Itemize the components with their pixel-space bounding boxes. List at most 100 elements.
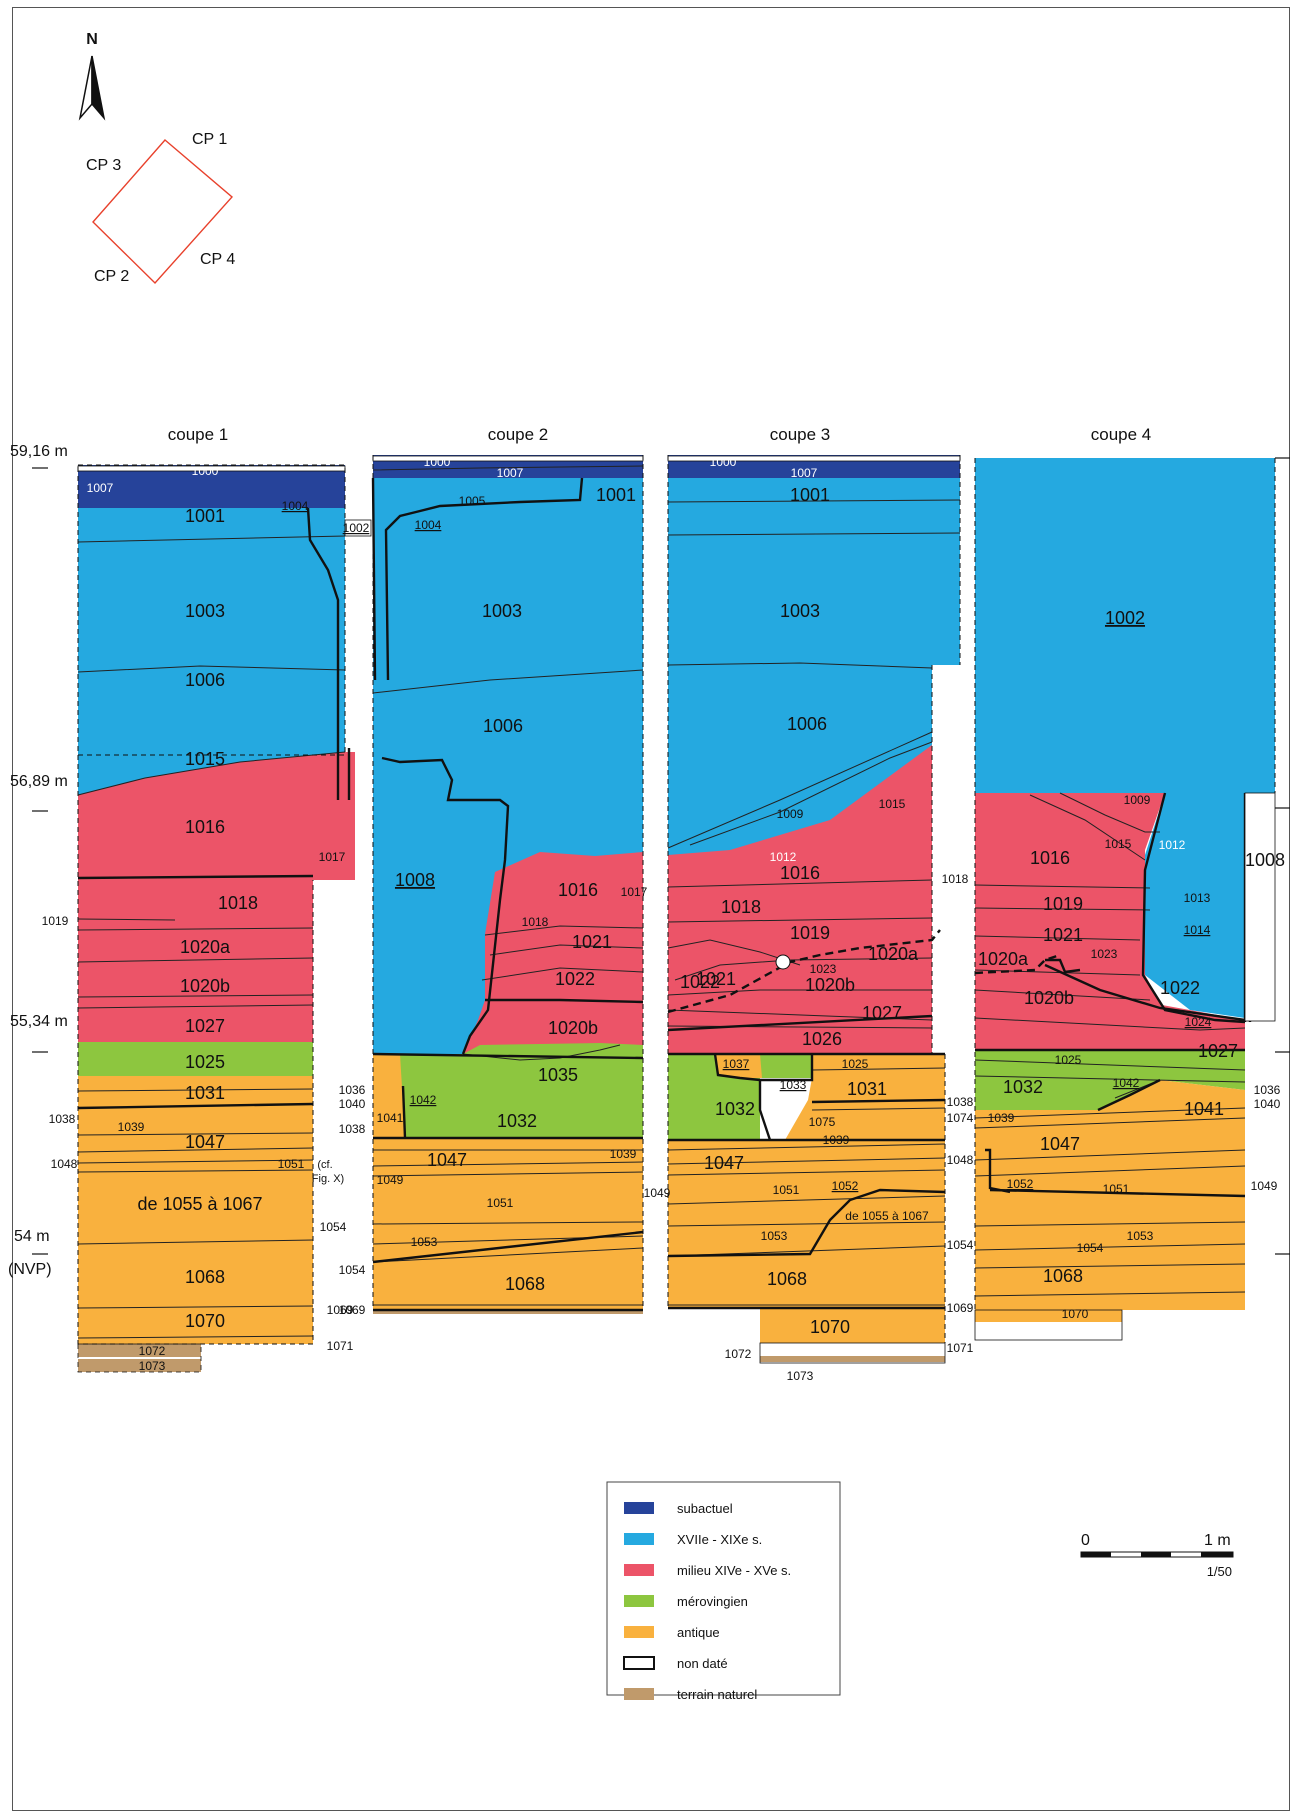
layer-label-c4-21: 1040	[1254, 1097, 1281, 1111]
layer-label-c2-22: 1039	[610, 1147, 637, 1161]
legend-swatch-4	[624, 1626, 654, 1638]
layer-label-c2-4: 1004	[415, 518, 442, 532]
layer-label-c1-27: 1069	[327, 1303, 354, 1317]
layer-label-c3-22: 1032	[715, 1099, 755, 1119]
layer-label-c3-35: 1068	[767, 1269, 807, 1289]
layer-labels: 1000 1007 1004 1002 1001 1003 1006 1015 1016 1017…	[42, 455, 1285, 1383]
coupe-4	[974, 458, 1276, 1341]
layer-label-c3-18: 1037	[723, 1057, 750, 1071]
layer-label-c4-29: 1054	[1077, 1241, 1104, 1255]
layer-label-c1-13: 1020b	[180, 976, 230, 996]
layer-label-c4-31: 1070	[1062, 1307, 1089, 1321]
layer-label-c1-2: 1004	[282, 499, 309, 513]
layer-label-c4-6: 1013	[1184, 891, 1211, 905]
layer-label-c3-39: 1072	[725, 1347, 752, 1361]
layer-label-c4-23: 1039	[988, 1111, 1015, 1125]
layer-label-c1-23: Fig. X)	[312, 1173, 344, 1185]
legend: subactuel XVIIe - XIXe s. milieu XIVe - XV…	[606, 1481, 841, 1702]
layer-label-c4-19: 1042	[1113, 1076, 1140, 1090]
layer-label-c1-31: 1073	[139, 1359, 166, 1373]
layer-label-c4-26: 1052	[1007, 1177, 1034, 1191]
layer-label-c4-17: 1025	[1055, 1053, 1082, 1067]
layer-label-c4-1: 1009	[1124, 793, 1151, 807]
layer-label-c1-3: 1002	[343, 521, 370, 535]
north-label: N	[86, 31, 98, 48]
legend-swatch-2	[624, 1564, 654, 1576]
layer-label-c3-5: 1009	[777, 807, 804, 821]
layer-label-c2-7: 1008	[395, 870, 435, 890]
layer-label-c2-18: 1041	[377, 1111, 404, 1125]
cp4-label: CP 4	[200, 251, 235, 268]
coupe-3	[667, 455, 961, 1364]
layer-label-c4-0: 1002	[1105, 608, 1145, 628]
legend-label-3: mérovingien	[677, 1594, 748, 1609]
layer-label-c4-28: 1053	[1127, 1229, 1154, 1243]
legend-swatch-5	[623, 1656, 655, 1670]
layer-label-c4-12: 1023	[1091, 947, 1118, 961]
legend-label-2: milieu XIVe - XVe s.	[677, 1563, 791, 1578]
layer-label-c2-0: 1000	[424, 455, 451, 469]
elevation-nvp: (NVP)	[8, 1261, 52, 1278]
layer-label-c4-22: 1041	[1184, 1099, 1224, 1119]
layer-label-c2-16: 1040	[339, 1097, 366, 1111]
layer-label-c3-14: 1022	[680, 972, 720, 992]
layer-label-c1-25: 1054	[320, 1220, 347, 1234]
legend-swatch-1	[624, 1533, 654, 1545]
legend-label-5: non daté	[677, 1656, 728, 1671]
layer-label-c3-40: 1073	[787, 1369, 814, 1383]
legend-swatch-3	[624, 1595, 654, 1607]
layer-label-c2-2: 1005	[459, 494, 486, 508]
layer-label-c1-15: 1025	[185, 1052, 225, 1072]
layer-label-c3-8: 1016	[780, 863, 820, 883]
layer-label-c2-28: 1069	[339, 1303, 366, 1317]
layer-label-c4-9: 1019	[1043, 894, 1083, 914]
layer-label-c2-10: 1018	[522, 915, 549, 929]
layer-label-c1-17: 1038	[49, 1112, 76, 1126]
layer-label-c4-8: 1018	[942, 872, 969, 886]
layer-label-c2-8: 1016	[558, 880, 598, 900]
layer-label-c4-2: 1015	[1105, 837, 1132, 851]
layer-label-c3-13: 1020a	[868, 944, 919, 964]
layer-label-c3-32: 1049	[644, 1186, 671, 1200]
layer-label-c2-9: 1017	[621, 885, 648, 899]
layer-label-c3-36: 1069	[947, 1301, 974, 1315]
legend-swatch-0	[624, 1502, 654, 1514]
layer-label-c2-14: 1035	[538, 1065, 578, 1085]
layer-label-c4-3: 1012	[1159, 838, 1186, 852]
layer-label-c4-7: 1014	[1184, 923, 1211, 937]
cp3-label: CP 3	[86, 157, 121, 174]
legend-label-6: terrain naturel	[677, 1687, 757, 1702]
legend-swatch-6	[624, 1688, 654, 1700]
scale-bar: 0 1 m 1/50	[1080, 1532, 1234, 1579]
layer-label-c1-26: 1068	[185, 1267, 225, 1287]
layer-label-c3-24: 1038	[947, 1095, 974, 1109]
layer-label-c4-25: 1049	[1251, 1179, 1278, 1193]
layer-label-c1-24: de 1055 à 1067	[137, 1194, 262, 1214]
orientation-diamond	[92, 139, 234, 285]
layer-label-c2-20: 1032	[497, 1111, 537, 1131]
layer-label-c2-6: 1006	[483, 716, 523, 736]
legend-label-1: XVIIe - XIXe s.	[677, 1532, 762, 1547]
layer-label-c4-13: 1022	[1160, 978, 1200, 998]
north-arrow: N	[78, 31, 106, 121]
cp2-label: CP 2	[94, 268, 129, 285]
layer-label-c3-28: 1048	[947, 1153, 974, 1167]
layer-label-c3-31: de 1055 à 1067	[845, 1209, 929, 1223]
layer-label-c2-26: 1054	[339, 1263, 366, 1277]
north-arrow-left-icon	[78, 55, 93, 121]
layer-label-c3-25: 1074	[947, 1111, 974, 1125]
figure-frame	[12, 7, 1290, 1811]
legend-label-4: antique	[677, 1625, 720, 1640]
layer-label-c3-6: 1015	[879, 797, 906, 811]
layer-label-c3-7: 1012	[770, 850, 797, 864]
elevation-59-16: 59,16 m	[10, 443, 68, 460]
layer-label-c1-21: 1048	[51, 1157, 78, 1171]
layer-label-c3-38: 1071	[947, 1341, 974, 1355]
layer-label-c1-12: 1020a	[180, 937, 231, 957]
layer-label-c3-23: 1075	[809, 1115, 836, 1129]
layer-label-c2-27: 1068	[505, 1274, 545, 1294]
layer-label-c2-15: 1036	[339, 1083, 366, 1097]
layer-label-c1-10: 1018	[218, 893, 258, 913]
layer-label-c2-5: 1003	[482, 601, 522, 621]
